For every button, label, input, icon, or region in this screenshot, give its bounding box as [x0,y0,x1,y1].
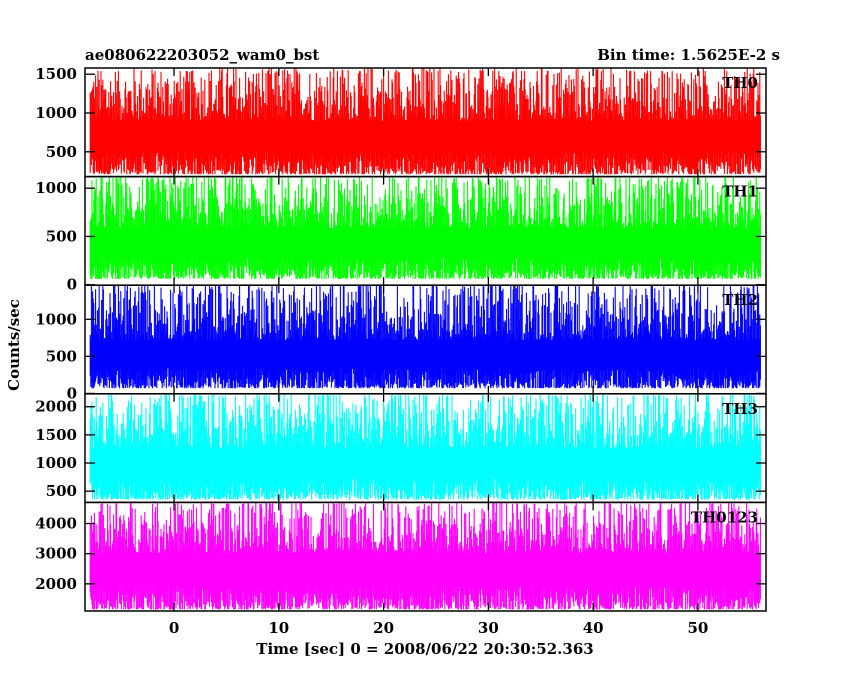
y-tick-label: 500 [46,227,77,245]
x-tick-label: 40 [583,619,604,637]
y-tick-label: 1500 [35,65,77,83]
y-tick-label: 500 [46,143,77,161]
y-tick-label: 500 [46,482,77,500]
chart-title-left: ae080622203052_wam0_bst [85,46,319,64]
y-tick-label: 2000 [35,575,77,593]
trace-th0123 [89,502,761,610]
panel-th1: 0 500 1000 TH1 [35,175,767,294]
y-tick-label: 500 [46,347,77,365]
trace-th0 [89,68,761,175]
panel-label-th1: TH1 [722,183,758,201]
trace-th3 [89,393,761,500]
trace-th1 [89,176,761,279]
panel-th0: 500 1000 1500 TH0 [35,65,767,178]
y-tick-label: 0 [67,276,77,294]
y-tick-label: 1000 [35,104,77,122]
panel-frame [84,501,767,612]
y-tick-label: 1000 [35,310,77,328]
panel-label-th2: TH2 [722,291,758,309]
x-tick-label: 50 [687,619,708,637]
y-tick-label: 3000 [35,545,77,563]
panel-th2: 0 500 1000 TH2 [35,284,767,402]
panel-th0123: 2000 3000 4000 TH0123 [35,501,767,612]
y-tick-label: 1000 [35,179,77,197]
panel-label-th3: TH3 [722,400,758,418]
x-tick-label: 20 [373,619,394,637]
panel-label-th0: TH0 [722,74,758,92]
x-axis-label: Time [sec] 0 = 2008/06/22 20:30:52.363 [256,640,593,658]
panel-th3: 500 1000 1500 2000 TH3 [35,393,767,504]
y-tick-label: 4000 [35,515,77,533]
y-tick-label: 1500 [35,426,77,444]
panel-label-th0123: TH0123 [691,508,758,526]
y-tick-label: 1000 [35,454,77,472]
trace-th2 [89,285,761,389]
chart-title-right: Bin time: 1.5625E-2 s [597,46,780,64]
x-tick-label: 0 [169,619,179,637]
y-tick-label: 0 [67,384,77,402]
x-tick-label: 30 [478,619,499,637]
y-axis-label: Counts/sec [5,299,23,391]
x-tick-label: 10 [268,619,289,637]
y-tick-label: 2000 [35,398,77,416]
